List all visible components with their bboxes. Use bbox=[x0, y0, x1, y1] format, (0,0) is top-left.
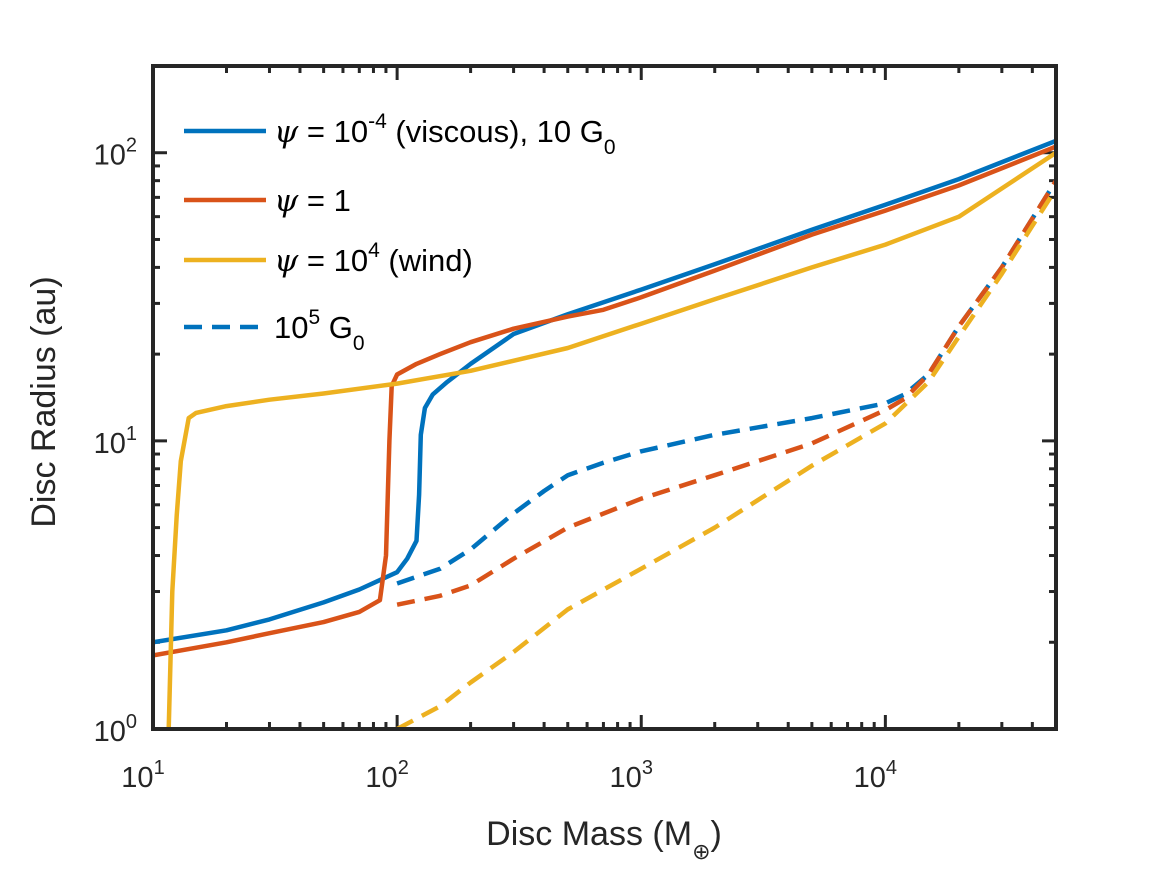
legend-entry: 105 G0 bbox=[274, 306, 365, 355]
series-line bbox=[396, 187, 1056, 729]
y-tick-label: 102 bbox=[94, 135, 137, 172]
y-axis-label: Disc Radius (au) bbox=[25, 276, 63, 527]
series-line bbox=[153, 144, 1056, 658]
series-line bbox=[396, 179, 1056, 607]
legend-entry: ψ = 104 (wind) bbox=[274, 239, 473, 279]
legend-entry: ψ = 1 bbox=[274, 183, 351, 219]
y-tick-label: 101 bbox=[94, 423, 137, 460]
x-tick-label: 101 bbox=[121, 757, 164, 794]
series-line bbox=[153, 138, 1056, 645]
x-tick-label: 104 bbox=[854, 757, 897, 794]
x-tick-labels: 101 102 103 104 bbox=[121, 757, 897, 794]
series-line bbox=[166, 150, 1056, 729]
y-tick-labels: 100 101 102 bbox=[94, 135, 137, 748]
plot-frame bbox=[151, 64, 1058, 731]
series-group bbox=[153, 138, 1056, 729]
x-tick-label: 102 bbox=[365, 757, 408, 794]
x-tick-label: 103 bbox=[610, 757, 653, 794]
legend-entry: ψ = 10-4 (viscous), 10 G0 bbox=[274, 110, 616, 159]
legend: ψ = 10-4 (viscous), 10 G0 ψ = 1 ψ = 104 (w… bbox=[184, 110, 616, 355]
series-line bbox=[396, 179, 1056, 586]
y-tick-label: 100 bbox=[94, 711, 137, 748]
